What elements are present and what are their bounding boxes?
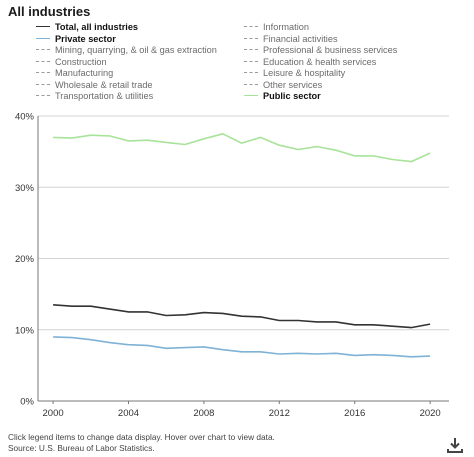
y-tick-label: 0% <box>20 397 34 408</box>
legend-label: Financial activities <box>263 33 338 44</box>
legend-item-total-all-industries[interactable]: Total, all industries <box>36 22 138 33</box>
legend-label: Manufacturing <box>55 68 114 78</box>
series-line-public-sector[interactable] <box>53 133 431 163</box>
legend-swatch <box>36 60 50 62</box>
legend-swatch <box>36 37 50 39</box>
x-tick-label: 2008 <box>193 408 214 419</box>
line-chart[interactable]: 0% 10% 20% 30% 40% 2000 2004 2008 2012 2016 2020 <box>0 0 474 425</box>
legend-item-private-sector[interactable]: Private sector <box>36 34 116 45</box>
legend-label: Wholesale & retail trade <box>55 79 153 90</box>
y-tick-label: 30% <box>15 183 35 194</box>
legend-item-professional-and-business-services[interactable]: Professional & business services <box>244 45 397 56</box>
legend-swatch <box>36 83 50 85</box>
legend-label: Private sector <box>55 33 116 44</box>
y-tick-label: 20% <box>15 254 35 265</box>
legend-item-public-sector[interactable]: Public sector <box>244 91 321 102</box>
legend-label: Mining, quarrying, & oil & gas extractio… <box>55 45 217 55</box>
legend-swatch <box>36 72 50 74</box>
legend-item-leisure-and-hospitality[interactable]: Leisure & hospitality <box>244 68 345 79</box>
chart-title: All industries <box>8 4 91 19</box>
legend-swatch <box>244 60 258 62</box>
legend-item-information[interactable]: Information <box>244 22 309 33</box>
footer-note: Click legend items to change data displa… <box>8 432 275 442</box>
legend-swatch <box>244 72 258 74</box>
y-tick-label: 40% <box>15 112 35 123</box>
legend-swatch <box>244 37 258 39</box>
legend-label: Other services <box>263 79 323 90</box>
legend-label: Public sector <box>263 91 321 101</box>
download-icon[interactable] <box>446 436 464 454</box>
x-tick-label: 2012 <box>269 408 290 419</box>
footer-source: Source: U.S. Bureau of Labor Statistics. <box>8 443 155 453</box>
legend-label: Education & health services <box>263 56 377 67</box>
x-tick-label: 2020 <box>420 408 441 419</box>
legend-swatch <box>36 49 50 51</box>
legend-swatch <box>36 95 50 97</box>
legend-item-financial-activities[interactable]: Financial activities <box>244 34 338 45</box>
legend-item-manufacturing[interactable]: Manufacturing <box>36 68 113 79</box>
series-line-total-all-industries[interactable] <box>53 304 431 329</box>
legend-item-construction[interactable]: Construction <box>36 57 107 68</box>
legend-label: Total, all industries <box>55 22 139 32</box>
legend-swatch <box>244 26 258 28</box>
series-line-private-sector[interactable] <box>53 336 431 358</box>
legend-swatch <box>244 95 258 97</box>
legend-item-mining-quarrying-and-oil-and-gas-extraction[interactable]: Mining, quarrying, & oil & gas extractio… <box>36 45 217 56</box>
legend-swatch <box>244 49 258 51</box>
legend-swatch <box>36 26 50 28</box>
legend-label: Professional & business services <box>263 45 398 55</box>
legend-item-other-services[interactable]: Other services <box>244 80 322 91</box>
x-tick-label: 2016 <box>344 408 365 419</box>
legend-label: Information <box>263 22 309 32</box>
legend-label: Leisure & hospitality <box>263 68 346 78</box>
legend-item-education-and-health-services[interactable]: Education & health services <box>244 57 376 68</box>
legend-label: Transportation & utilities <box>55 91 154 101</box>
x-tick-label: 2000 <box>43 408 64 419</box>
legend-item-transportation-and-utilities[interactable]: Transportation & utilities <box>36 91 153 102</box>
x-tick-label: 2004 <box>118 408 139 419</box>
legend-swatch <box>244 83 258 85</box>
y-tick-label: 10% <box>15 325 35 336</box>
legend-label: Construction <box>55 56 107 67</box>
legend-item-wholesale-and-retail-trade[interactable]: Wholesale & retail trade <box>36 80 153 91</box>
